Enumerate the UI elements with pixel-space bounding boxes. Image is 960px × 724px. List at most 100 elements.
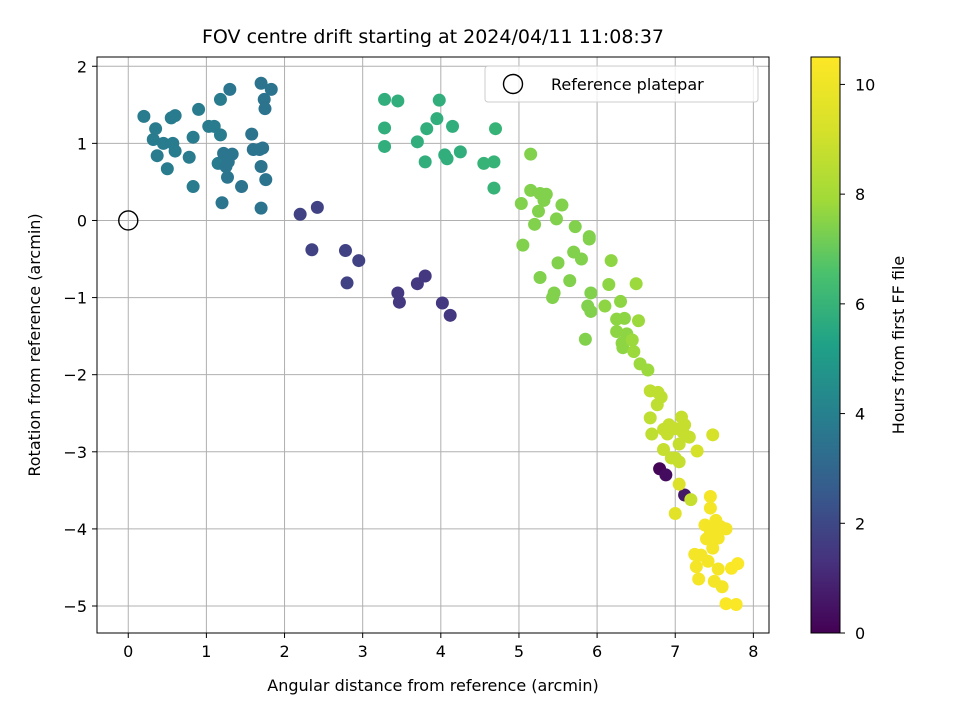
- data-point: [156, 136, 170, 150]
- data-point: [715, 580, 729, 594]
- data-point: [254, 159, 268, 173]
- data-point: [420, 122, 434, 136]
- data-point: [672, 455, 686, 469]
- data-point: [235, 180, 249, 194]
- data-point: [690, 444, 704, 458]
- data-point: [435, 296, 449, 310]
- data-point: [150, 149, 164, 163]
- x-tick-label: 2: [279, 642, 289, 661]
- data-point: [629, 277, 643, 291]
- data-point: [684, 493, 698, 507]
- legend-entry-reference: Reference platepar: [551, 75, 704, 94]
- data-point: [443, 308, 457, 322]
- x-tick-label: 1: [201, 642, 211, 661]
- data-point: [632, 314, 646, 328]
- data-point: [706, 428, 720, 442]
- data-point: [487, 155, 501, 169]
- y-tick-label: −1: [63, 289, 87, 308]
- data-point: [391, 94, 405, 108]
- data-point: [340, 276, 354, 290]
- data-point: [254, 201, 268, 215]
- data-point: [706, 541, 720, 555]
- data-point: [617, 311, 631, 325]
- data-point: [220, 170, 234, 184]
- x-tick-label: 7: [670, 642, 680, 661]
- data-point: [614, 294, 628, 308]
- reference-platepar-marker: [118, 210, 139, 231]
- data-point: [410, 135, 424, 149]
- colorbar-tick-label: 10: [855, 75, 875, 94]
- plot-frame: [96, 56, 770, 634]
- colorbar-tick-label: 8: [855, 185, 865, 204]
- data-point: [539, 187, 553, 201]
- y-tick-label: 1: [77, 134, 87, 153]
- data-point: [305, 243, 319, 257]
- data-point: [659, 468, 673, 482]
- data-point: [258, 102, 272, 116]
- data-point: [678, 418, 692, 432]
- data-point: [703, 490, 717, 504]
- data-point: [310, 200, 324, 214]
- data-point: [528, 217, 542, 231]
- data-point: [643, 411, 657, 425]
- data-point: [378, 121, 392, 135]
- data-point: [186, 130, 200, 144]
- data-point: [616, 341, 630, 355]
- data-point: [711, 562, 725, 576]
- data-point: [547, 286, 561, 300]
- data-point: [555, 198, 569, 212]
- data-point: [338, 244, 352, 258]
- data-point: [254, 76, 268, 90]
- x-tick-label: 6: [592, 642, 602, 661]
- data-point: [259, 173, 273, 187]
- data-point: [551, 256, 565, 270]
- data-point: [627, 345, 641, 359]
- data-point: [582, 232, 596, 246]
- data-point: [477, 156, 491, 170]
- data-point: [563, 274, 577, 288]
- data-point: [604, 254, 618, 268]
- data-point: [584, 286, 598, 300]
- x-tick-label: 5: [514, 642, 524, 661]
- colorbar-tick-label: 0: [855, 624, 865, 643]
- data-point: [645, 427, 659, 441]
- data-point: [531, 204, 545, 218]
- y-tick-label: −4: [63, 520, 87, 539]
- colorbar-gradient: [810, 56, 841, 634]
- data-point: [578, 332, 592, 346]
- y-tick-label: 0: [77, 211, 87, 230]
- data-point: [602, 277, 616, 291]
- legend-box: [484, 65, 759, 103]
- data-point: [245, 127, 259, 141]
- data-point: [729, 597, 743, 611]
- x-tick-label: 3: [358, 642, 368, 661]
- data-point: [584, 304, 598, 318]
- data-point: [625, 333, 639, 347]
- data-point: [192, 102, 206, 116]
- data-point: [657, 442, 671, 456]
- data-point: [719, 522, 733, 536]
- data-point: [719, 597, 733, 611]
- data-point: [137, 109, 151, 123]
- data-point: [689, 560, 703, 574]
- y-tick-label: 2: [77, 57, 87, 76]
- data-point: [168, 109, 182, 123]
- chart-title: FOV centre drift starting at 2024/04/11 …: [202, 26, 664, 48]
- colorbar-tick-label: 6: [855, 295, 865, 314]
- x-tick-label: 0: [123, 642, 133, 661]
- data-point: [446, 119, 460, 133]
- data-point: [453, 145, 467, 159]
- data-point: [568, 220, 582, 234]
- colorbar-ticks: 0 2 4 6 8 10: [840, 75, 875, 643]
- data-point: [186, 180, 200, 194]
- data-point: [654, 390, 668, 404]
- data-point: [149, 122, 163, 136]
- colorbar: 0 2 4 6 8 10 Hours from first FF file: [810, 56, 908, 643]
- data-point: [215, 196, 229, 210]
- data-point: [516, 238, 530, 252]
- data-point: [213, 128, 227, 142]
- data-point: [672, 477, 686, 491]
- x-tick-label: 4: [436, 642, 446, 661]
